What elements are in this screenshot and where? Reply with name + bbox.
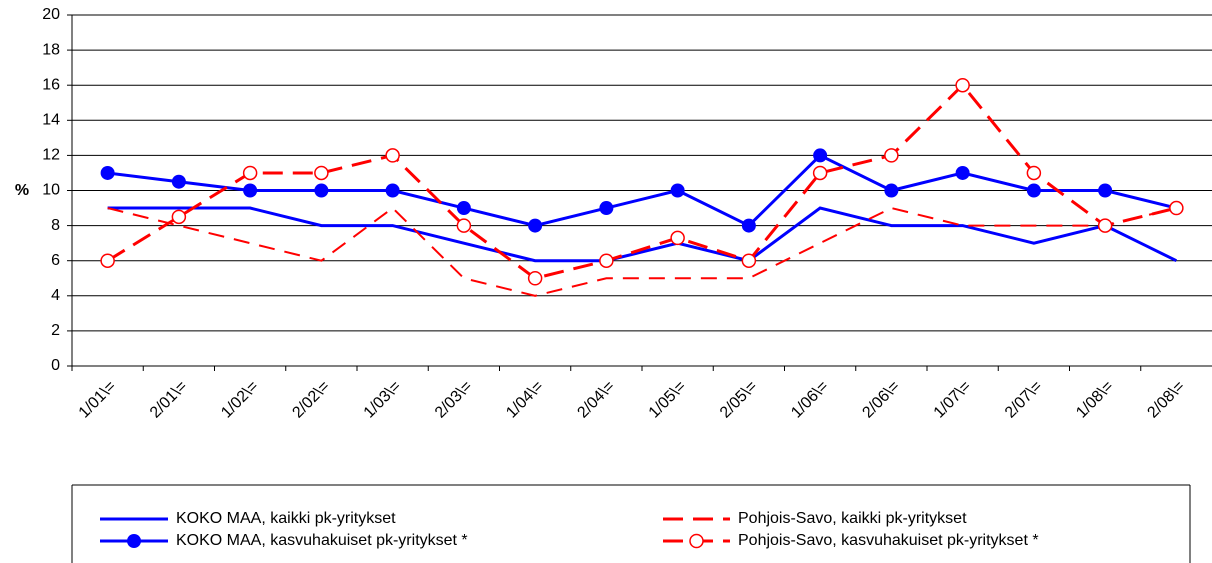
marker [171,174,186,189]
y-tick-label: 8 [51,217,60,234]
marker [1098,183,1113,198]
marker [955,77,970,93]
marker [812,165,828,181]
marker [955,165,970,180]
marker [100,253,115,268]
marker [456,201,471,216]
x-tick-label: 1/01\= [76,378,120,422]
marker [599,201,614,216]
legend-label: Pohjois-Savo, kaikki pk-yritykset [738,510,967,527]
x-tick-label: 1/05\= [646,378,690,422]
x-tick-label: 1/08\= [1073,378,1117,422]
series-line [107,206,1178,263]
marker [171,209,187,225]
x-tick-label: 2/01\= [147,378,191,422]
legend-label: Pohjois-Savo, kasvuhakuiset pk-yritykset… [738,532,1039,549]
y-tick-label: 2 [51,322,60,339]
marker [1026,165,1042,181]
marker [599,253,614,268]
marker [527,271,543,286]
marker [741,218,756,233]
marker [741,253,757,268]
y-tick-label: 20 [42,6,60,23]
legend-label: KOKO MAA, kaikki pk-yritykset [176,510,396,527]
x-tick-label: 2/02\= [289,378,333,422]
marker [385,183,400,198]
x-tick-label: 2/05\= [717,378,761,422]
marker [127,534,141,548]
marker [689,533,704,549]
marker [1026,183,1041,198]
x-tick-label: 2/03\= [432,378,476,422]
y-tick-label: 10 [42,182,60,199]
legend-label: KOKO MAA, kasvuhakuiset pk-yritykset * [176,532,468,549]
marker [242,165,258,181]
x-tick-label: 1/06\= [788,378,832,422]
x-tick-label: 2/06\= [859,378,903,422]
x-tick-label: 2/04\= [574,378,618,422]
marker [243,183,258,198]
marker [528,218,543,233]
marker [314,183,329,198]
y-tick-label: 6 [51,252,60,269]
marker [884,148,899,163]
y-axis-label: % [15,182,29,199]
x-tick-label: 2/07\= [1002,378,1046,422]
marker [100,165,115,180]
x-tick-label: 1/04\= [503,378,547,422]
x-tick-label: 2/08\= [1144,378,1188,422]
series-line [107,206,1177,297]
marker [670,230,685,246]
marker [456,218,472,233]
y-tick-label: 18 [42,41,60,58]
x-tick-label: 1/02\= [218,378,262,422]
marker [1169,200,1184,216]
x-tick-label: 1/03\= [361,378,405,422]
y-tick-label: 4 [51,287,60,304]
series-line [107,153,1177,228]
y-tick-label: 12 [42,147,60,164]
y-tick-label: 14 [42,112,60,129]
marker [385,148,400,163]
marker [314,165,329,181]
marker [670,183,685,198]
y-tick-label: 16 [42,76,60,93]
marker [884,183,899,198]
x-tick-label: 1/07\= [931,378,975,422]
marker [813,148,828,163]
series-line [106,82,1177,280]
marker [1097,218,1113,233]
y-tick-label: 0 [51,357,60,374]
